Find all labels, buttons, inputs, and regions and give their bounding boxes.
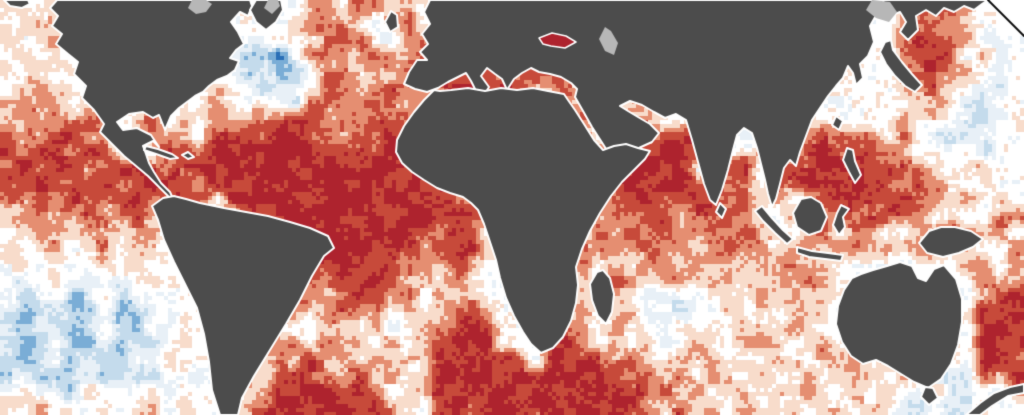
article-hero-image xyxy=(0,0,1024,415)
sst-anomaly-world-map xyxy=(0,0,1024,415)
